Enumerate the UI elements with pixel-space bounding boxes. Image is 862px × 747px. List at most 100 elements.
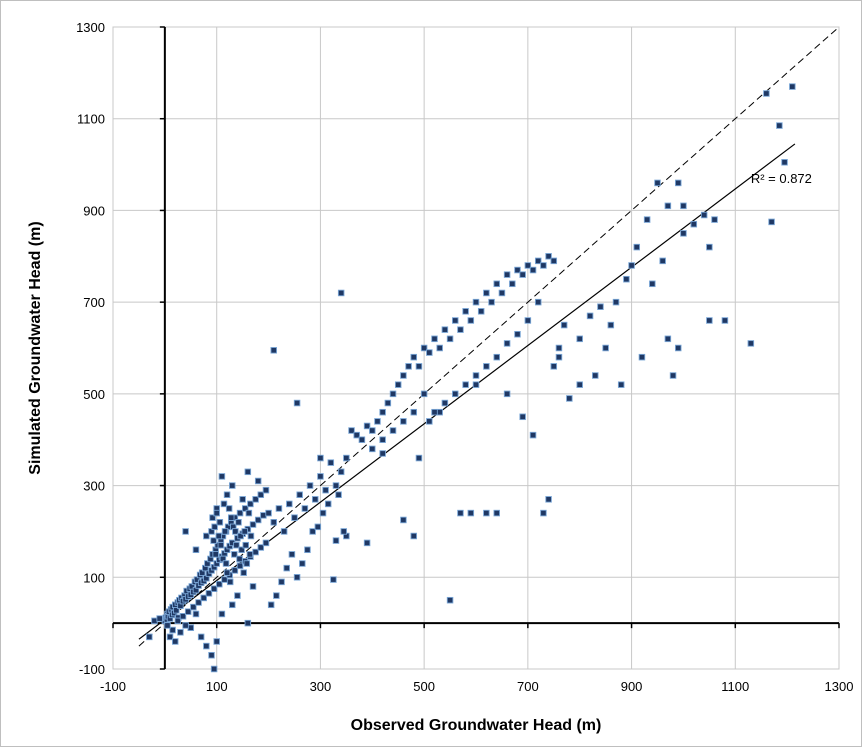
data-point: [211, 523, 218, 531]
data-point: [363, 422, 371, 430]
data-point: [776, 122, 783, 129]
data-point: [222, 560, 230, 567]
data-point: [633, 243, 641, 251]
data-point: [467, 509, 475, 517]
data-point: [560, 321, 568, 329]
data-point: [265, 509, 272, 517]
data-point: [267, 601, 275, 609]
data-point: [477, 308, 485, 315]
data-point: [519, 413, 526, 421]
data-point: [420, 390, 428, 398]
data-point: [379, 408, 386, 416]
data-point: [257, 544, 265, 551]
data-point: [275, 505, 283, 512]
data-point: [721, 317, 729, 324]
data-point: [166, 633, 174, 641]
data-point: [171, 638, 179, 645]
data-point: [324, 500, 332, 508]
data-point: [330, 576, 337, 583]
data-point: [262, 539, 270, 547]
data-point: [550, 257, 558, 265]
data-point: [301, 505, 309, 512]
data-point: [457, 326, 464, 333]
data-point: [452, 390, 459, 398]
data-point: [293, 574, 301, 581]
data-point: [706, 317, 713, 324]
data-point: [415, 363, 423, 370]
data-point: [203, 642, 210, 650]
x-tick-label: -100: [100, 679, 126, 694]
y-tick-label: 1300: [76, 20, 105, 35]
data-point: [763, 90, 770, 97]
data-point: [669, 372, 677, 379]
data-point: [179, 613, 187, 620]
data-point: [182, 528, 189, 535]
data-point: [213, 638, 220, 645]
data-point: [299, 560, 306, 567]
data-point: [462, 381, 469, 388]
data-point: [781, 159, 788, 166]
data-point: [493, 280, 500, 288]
one-to-one-line: [138, 26, 840, 647]
data-point: [229, 482, 236, 489]
data-point: [420, 344, 428, 352]
data-point: [236, 555, 243, 563]
data-point: [217, 541, 225, 549]
data-point: [262, 486, 270, 494]
x-tick-label: 300: [310, 679, 332, 694]
data-point: [244, 468, 252, 476]
data-point: [643, 216, 651, 223]
data-point: [400, 372, 407, 379]
data-point: [555, 353, 563, 361]
data-point: [514, 266, 521, 274]
data-point: [208, 651, 215, 659]
data-point: [288, 551, 296, 558]
data-point: [254, 516, 262, 524]
data-point: [493, 353, 500, 361]
data-point: [245, 509, 253, 517]
data-point: [243, 560, 251, 567]
data-point: [690, 220, 698, 228]
data-point: [446, 596, 454, 604]
data-point: [249, 521, 257, 528]
data-point: [212, 551, 219, 558]
data-point: [156, 615, 163, 622]
data-point: [231, 567, 239, 574]
data-point: [286, 500, 293, 508]
fit-lines: [138, 26, 840, 647]
data-point: [529, 431, 537, 439]
data-point: [452, 317, 459, 324]
data-point: [216, 580, 223, 588]
data-point: [231, 551, 238, 558]
data-point: [278, 578, 285, 586]
data-point: [524, 262, 532, 269]
data-point: [472, 298, 480, 306]
data-point: [337, 468, 345, 476]
data-point: [534, 298, 542, 306]
data-point: [483, 289, 490, 297]
data-point: [291, 514, 298, 521]
data-point: [410, 408, 418, 416]
data-point: [612, 298, 620, 306]
data-point: [524, 317, 532, 324]
data-point: [441, 399, 449, 407]
data-point: [576, 381, 583, 388]
data-point: [229, 601, 236, 609]
data-point: [617, 381, 625, 388]
data-point: [467, 317, 475, 324]
data-point: [225, 505, 233, 512]
data-point: [273, 592, 280, 599]
data-point: [337, 289, 345, 297]
data-point: [545, 496, 552, 503]
data-point: [239, 496, 246, 503]
y-tick-label: 700: [83, 295, 105, 310]
data-point: [503, 340, 511, 347]
data-point: [169, 626, 176, 634]
data-point: [384, 399, 392, 407]
data-point: [215, 532, 223, 540]
data-point: [311, 496, 319, 503]
data-point: [545, 253, 552, 260]
data-point: [235, 519, 242, 526]
data-point: [555, 344, 563, 352]
